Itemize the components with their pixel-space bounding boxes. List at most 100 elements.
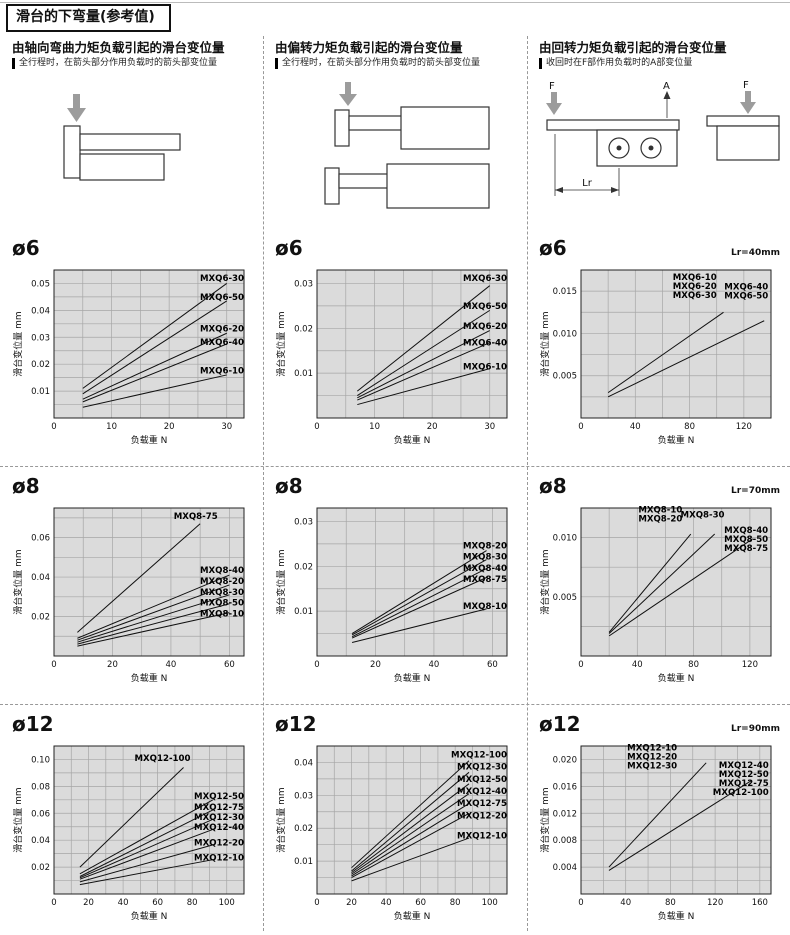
svg-text:MXQ12-20: MXQ12-20 [457,811,507,821]
svg-text:20: 20 [370,660,381,670]
svg-text:0.03: 0.03 [294,517,313,527]
load-arrow-icon [67,94,86,122]
svg-text:0.01: 0.01 [294,857,313,867]
svg-text:60: 60 [224,660,235,670]
svg-text:0.04: 0.04 [31,836,50,846]
svg-text:负载重 N: 负载重 N [394,672,431,684]
svg-text:0: 0 [578,660,583,670]
deflection-chart-roll-o6: 0 40 80 120 0.005 0.010 0.015 滑台变位量 mm 负载重 N MXQ6… [539,269,772,446]
lr-dimension: Lr [554,134,620,196]
svg-text:负载重 N: 负载重 N [131,910,168,922]
svg-text:负载重 N: 负载重 N [131,434,168,446]
svg-text:MXQ12-10: MXQ12-10 [457,832,507,842]
deflection-chart-yaw-o8: 0 20 40 60 0.01 0.02 0.03 滑台变位量 mm 负载重 N MXQ8-20 M… [275,507,508,684]
svg-text:20: 20 [427,422,438,432]
column-yaw-moment: 由偏转力矩负载引起的滑台变位量 全行程时，在箭头部分作用负载时的箭头部变位量 [263,36,527,935]
svg-text:40: 40 [381,898,392,908]
bore-section-o6: ø6 Lr=40mm 0 40 80 120 0.005 0.010 0.015 滑台变位量 … [539,236,780,458]
bore-section-o12: ø12 Lr=90mm 0 40 80 120 160 0.004 0.008 0.012 0.… [539,712,780,934]
column-heading: 由轴向弯曲力矩负载引起的滑台变位量 [12,40,225,55]
bore-label: ø8 [12,474,40,498]
deflection-chart-yaw-o12: 0 20 40 60 80 100 0.01 0.02 0.03 0.04 滑台变位量 mm 负载重 … [275,745,508,922]
svg-text:60: 60 [152,898,163,908]
svg-text:0.02: 0.02 [31,613,50,623]
bore-label: ø8 [275,474,303,498]
lr-note: Lr=70mm [731,486,780,496]
svg-text:60: 60 [415,898,426,908]
svg-text:0: 0 [314,422,319,432]
actuator-side-view [63,125,181,181]
columns: 由轴向弯曲力矩负载引起的滑台变位量 全行程时，在箭头部分作用负载时的箭头部变位量 [0,36,790,935]
svg-text:滑台变位量 mm: 滑台变位量 mm [12,787,24,852]
svg-text:0: 0 [51,660,56,670]
svg-text:负载重 N: 负载重 N [658,434,695,446]
svg-text:30: 30 [221,422,232,432]
svg-text:80: 80 [665,898,676,908]
svg-text:120: 120 [736,422,752,432]
svg-text:MXQ12-100: MXQ12-100 [135,754,191,764]
svg-text:MXQ6-10: MXQ6-10 [200,367,244,377]
column-subheading: 全行程时，在箭头部分作用负载时的箭头部变位量 [12,58,253,69]
svg-text:MXQ8-10: MXQ8-10 [200,610,244,620]
axial-moment-diagram [12,76,253,236]
column-subheading: 全行程时，在箭头部分作用负载时的箭头部变位量 [275,58,517,69]
column-heading: 由偏转力矩负载引起的滑台变位量 [275,40,463,55]
svg-text:120: 120 [707,898,723,908]
svg-text:0.010: 0.010 [553,534,577,544]
actuator-top-view [334,106,490,150]
top-rule [0,2,790,3]
svg-text:10: 10 [106,422,117,432]
svg-text:40: 40 [118,898,129,908]
svg-text:MXQ6-20: MXQ6-20 [463,322,507,332]
svg-text:滑台变位量 mm: 滑台变位量 mm [275,787,287,852]
svg-text:MXQ8-75: MXQ8-75 [174,512,218,522]
svg-text:负载重 N: 负载重 N [131,672,168,684]
column-subheading: 收回时在F部作用负载时的A部变位量 [539,58,780,69]
svg-text:MXQ12-10: MXQ12-10 [194,853,244,863]
svg-text:0.04: 0.04 [31,573,50,583]
bore-label: ø6 [275,236,303,260]
svg-text:0: 0 [51,422,56,432]
svg-text:MXQ12-50: MXQ12-50 [457,775,507,785]
column-header: 由轴向弯曲力矩负载引起的滑台变位量 全行程时，在箭头部分作用负载时的箭头部变位量 [12,40,253,76]
roll-moment-diagram: F A [539,76,780,236]
svg-text:0: 0 [314,660,319,670]
svg-text:30: 30 [484,422,495,432]
svg-text:Lr: Lr [582,178,593,189]
svg-text:滑台变位量 mm: 滑台变位量 mm [539,311,551,376]
lr-note: Lr=90mm [731,724,780,734]
svg-text:40: 40 [620,898,631,908]
yaw-moment-diagram [275,76,517,236]
svg-text:MXQ12-75: MXQ12-75 [457,799,507,809]
svg-text:MXQ12-30: MXQ12-30 [194,813,244,823]
svg-text:MXQ8-50: MXQ8-50 [200,599,244,609]
section-divider [0,466,790,467]
svg-text:MXQ12-20: MXQ12-20 [194,839,244,849]
svg-text:0.016: 0.016 [553,782,577,792]
lr-note: Lr=40mm [731,248,780,258]
deflection-chart-axial-o8: 0 20 40 60 0.02 0.04 0.06 滑台变位量 mm 负载重 N MXQ8-75 M… [12,507,245,684]
svg-text:MXQ8-75: MXQ8-75 [463,575,507,585]
bore-section-o6: ø6 0 10 20 30 0.01 0.02 0.03 0.04 0.05 滑台变位量 mm 负载… [12,236,253,458]
column-header: 由回转力矩负载引起的滑台变位量 收回时在F部作用负载时的A部变位量 [539,40,780,76]
bore-section-o12: ø12 0 20 40 60 80 100 0.02 0.04 0.06 0.08 0.10 滑台变位… [12,712,253,934]
column-divider [263,36,264,931]
bore-label: ø12 [539,712,581,736]
svg-text:0.01: 0.01 [31,387,50,397]
svg-text:MXQ8-20: MXQ8-20 [200,577,244,587]
svg-text:0.01: 0.01 [294,607,313,617]
svg-text:100: 100 [482,898,498,908]
page-title: 滑台的下弯量(参考值) [6,4,171,32]
svg-text:0.02: 0.02 [294,562,313,572]
svg-text:MXQ12-40: MXQ12-40 [457,787,507,797]
svg-text:MXQ8-40: MXQ8-40 [200,566,244,576]
svg-text:20: 20 [107,660,118,670]
bore-section-o12: ø12 0 20 40 60 80 100 0.01 0.02 0.03 0.04 滑台变位量 mm… [275,712,517,934]
svg-text:0: 0 [578,422,583,432]
svg-text:0.04: 0.04 [294,758,313,768]
